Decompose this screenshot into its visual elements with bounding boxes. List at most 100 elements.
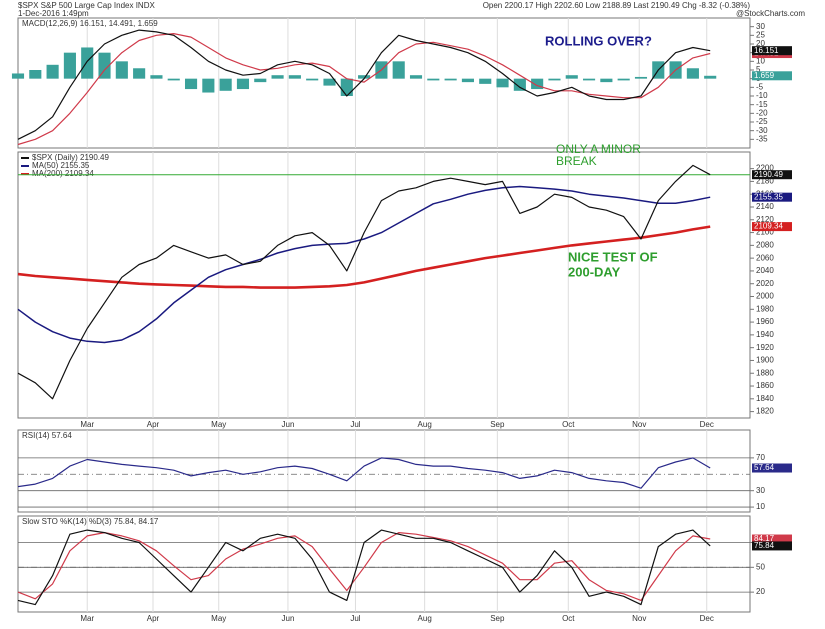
value-box [752, 46, 792, 56]
histogram-bar [513, 78, 526, 91]
panel-frame [17, 429, 751, 513]
histogram-bar [340, 78, 353, 96]
y-tick-label: 1880 [756, 368, 774, 377]
y-tick-label: 20 [756, 39, 765, 48]
histogram-bar [704, 75, 717, 79]
histogram-bar [81, 47, 94, 79]
histogram-bar [323, 78, 336, 86]
histogram-bar [219, 78, 232, 91]
y-tick-label: 1900 [756, 356, 774, 365]
histogram-bar [686, 68, 699, 79]
value-box [752, 463, 792, 473]
histogram-bar [133, 68, 146, 79]
x-tick-label: Jun [282, 420, 295, 429]
histogram-bar [115, 61, 128, 79]
histogram-bar [583, 78, 596, 81]
value-box-label: 57.64 [754, 463, 775, 472]
y-tick-label: 2040 [756, 266, 774, 275]
y-tick-label: 2080 [756, 240, 774, 249]
histogram-bar [427, 78, 440, 81]
y-tick-label: -30 [756, 126, 768, 135]
x-tick-label: Oct [562, 420, 575, 429]
histogram-bar [236, 78, 250, 90]
value-box-label: 84.17 [754, 534, 775, 543]
y-tick-label: 70 [756, 453, 765, 462]
x-tick-label: Mar [80, 614, 94, 623]
x-tick-label: Sep [490, 420, 505, 429]
histogram-bar [167, 78, 180, 81]
panel-frame [17, 151, 751, 419]
panel: 10 30 70 RSI(14) 57.64 57.64 [17, 429, 792, 513]
legend-label: $SPX (Daily) 2190.49 [32, 153, 109, 162]
x-tick-label: Oct [562, 614, 575, 623]
panel-title: MACD(12,26,9) 16.151, 14.491, 1.659 [22, 19, 158, 28]
y-tick-label: 5 [756, 65, 761, 74]
annotation: ROLLING OVER? [545, 33, 652, 48]
y-tick-label: 20 [756, 587, 765, 596]
panel: Mar Apr May Jun Jul Aug Sep Oct Nov Dec 1820 1840 18… [17, 151, 792, 429]
x-tick-label: Apr [147, 614, 160, 623]
y-tick-label: 10 [756, 502, 765, 511]
value-box [752, 192, 792, 202]
y-tick-label: 30 [756, 486, 765, 495]
x-tick-label: Sep [490, 614, 505, 623]
histogram-bar [306, 78, 319, 81]
y-tick-label: 2000 [756, 292, 774, 301]
histogram-bar [617, 78, 630, 81]
annotation: BREAK [556, 154, 597, 168]
x-tick-label: Jul [350, 614, 360, 623]
x-tick-label: Nov [632, 614, 646, 623]
value-box [752, 534, 792, 544]
source: @StockCharts.com [736, 9, 805, 18]
y-tick-label: 1960 [756, 317, 774, 326]
chart-date: 1-Dec-2016 1:49pm [18, 9, 89, 18]
x-tick-label: Aug [418, 614, 432, 623]
value-box-label: 16.151 [754, 46, 779, 55]
y-tick-label: 2100 [756, 228, 774, 237]
histogram-bar [358, 75, 371, 79]
histogram-bar [271, 75, 284, 79]
annotation: 200-DAY [568, 264, 621, 279]
y-tick-label: 1840 [756, 394, 774, 403]
value-box [752, 222, 792, 232]
value-box-label: 2155.35 [754, 192, 783, 201]
histogram-bar [461, 78, 474, 83]
panel: MarAprMayJunJulAugSepOctNovDec205080Slow… [17, 515, 792, 623]
value-box [752, 541, 792, 551]
histogram-bar [184, 78, 198, 90]
histogram-bar [409, 75, 423, 79]
histogram-bar [29, 70, 42, 79]
x-tick-label: Dec [700, 614, 714, 623]
histogram-bar [392, 61, 405, 79]
y-tick-label: 1940 [756, 330, 774, 339]
x-tick-label: Jun [282, 614, 295, 623]
histogram-bar [600, 78, 613, 83]
y-tick-label: -25 [756, 117, 768, 126]
histogram-bar [479, 78, 492, 84]
histogram-bar [531, 78, 544, 90]
histogram-bar [46, 64, 59, 79]
y-tick-label: 25 [756, 30, 765, 39]
x-tick-label: Mar [80, 420, 94, 429]
y-tick-label: 2020 [756, 279, 774, 288]
legend-label: MA(50) 2155.35 [32, 161, 90, 170]
y-tick-label: 2060 [756, 253, 774, 262]
histogram-bar [444, 78, 457, 81]
value-box-label: 1.659 [754, 71, 775, 80]
y-tick-label: -5 [756, 82, 764, 91]
legend-label: MA(200) 2109.34 [32, 169, 94, 178]
histogram-bar [98, 52, 111, 79]
x-tick-label: May [211, 614, 226, 623]
series-line [17, 529, 711, 606]
chart-title: $SPX S&P 500 Large Cap Index INDX [18, 1, 155, 10]
series-line [17, 164, 711, 400]
x-tick-label: Jul [350, 420, 360, 429]
annotation: ONLY A MINOR [556, 142, 641, 156]
y-tick-label: 30 [756, 22, 765, 31]
panel-title: Slow STO %K(14) %D(3) 75.84, 84.17 [22, 517, 159, 526]
histogram-bar [548, 78, 561, 81]
series-line [17, 33, 711, 146]
y-tick-label: 50 [756, 562, 765, 571]
histogram-bar [11, 73, 25, 79]
